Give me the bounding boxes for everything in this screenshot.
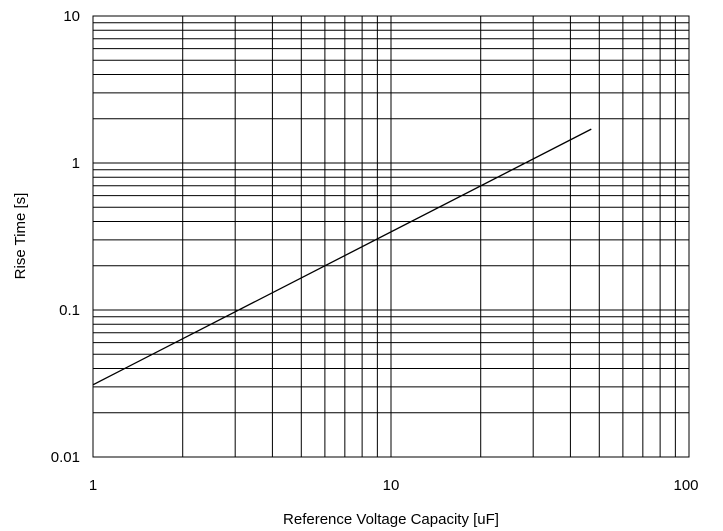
y-tick-label-0.1: 0.1	[59, 302, 80, 319]
series-group	[92, 128, 592, 386]
x-axis-label: Reference Voltage Capacity [uF]	[283, 511, 499, 528]
y-axis-label: Rise Time [s]	[12, 193, 29, 280]
plot-frame	[92, 15, 690, 458]
x-tick-label-1: 1	[89, 477, 97, 494]
y-tick-label-10: 10	[63, 8, 80, 25]
y-tick-label-1: 1	[72, 155, 80, 172]
series-line-1	[92, 128, 592, 386]
x-tick-label-10: 10	[383, 477, 400, 494]
grid-lines	[93, 16, 689, 457]
x-tick-label-100: 100	[673, 477, 698, 494]
y-tick-label-0.01: 0.01	[51, 449, 80, 466]
